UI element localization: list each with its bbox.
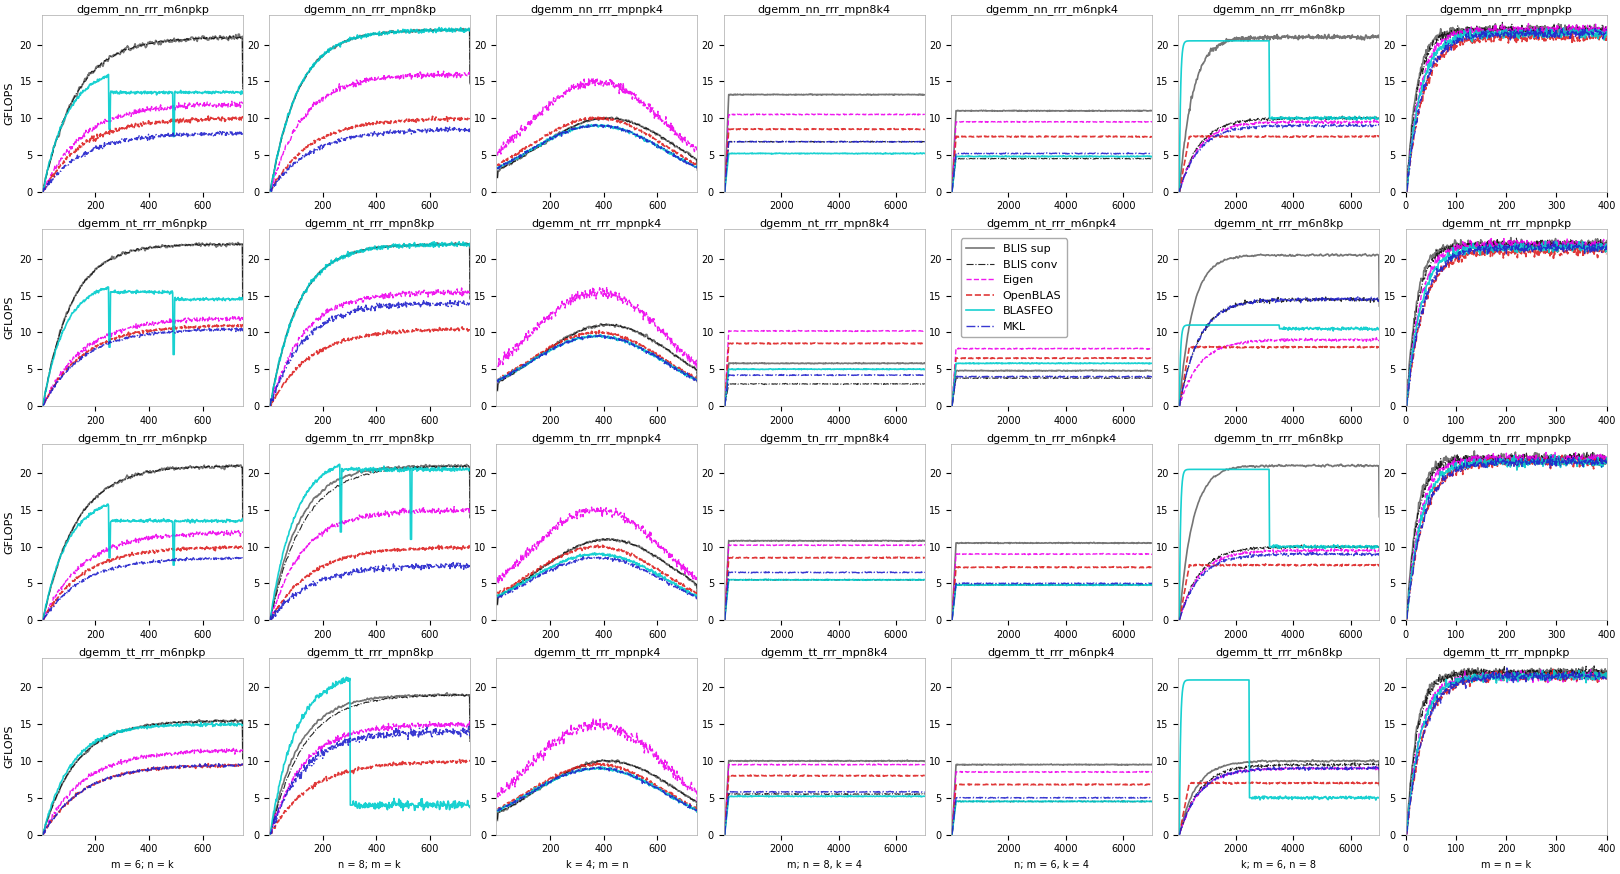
Title: dgemm_nt_rrr_mpn8k4: dgemm_nt_rrr_mpn8k4 <box>760 218 889 229</box>
Title: dgemm_tt_rrr_m6npkp: dgemm_tt_rrr_m6npkp <box>79 647 206 658</box>
Title: dgemm_nn_rrr_m6n8kp: dgemm_nn_rrr_m6n8kp <box>1212 4 1345 15</box>
Y-axis label: GFLOPS: GFLOPS <box>5 725 15 768</box>
X-axis label: k; m = 6, n = 8: k; m = 6, n = 8 <box>1241 860 1317 870</box>
X-axis label: n = 8; m = k: n = 8; m = k <box>339 860 400 870</box>
Title: dgemm_tn_rrr_mpnpkp: dgemm_tn_rrr_mpnpkp <box>1442 433 1571 444</box>
Title: dgemm_tt_rrr_m6n8kp: dgemm_tt_rrr_m6n8kp <box>1215 647 1343 658</box>
Title: dgemm_nt_rrr_mpn8kp: dgemm_nt_rrr_mpn8kp <box>305 218 434 229</box>
Y-axis label: GFLOPS: GFLOPS <box>5 296 15 339</box>
Title: dgemm_tn_rrr_mpnpk4: dgemm_tn_rrr_mpnpk4 <box>531 433 663 444</box>
Y-axis label: GFLOPS: GFLOPS <box>5 510 15 554</box>
Title: dgemm_tn_rrr_mpn8kp: dgemm_tn_rrr_mpn8kp <box>305 433 434 444</box>
X-axis label: n; m = 6, k = 4: n; m = 6, k = 4 <box>1014 860 1089 870</box>
X-axis label: m; n = 8, k = 4: m; n = 8, k = 4 <box>787 860 862 870</box>
X-axis label: k = 4; m = n: k = 4; m = n <box>565 860 629 870</box>
Title: dgemm_nt_rrr_m6npkp: dgemm_nt_rrr_m6npkp <box>78 218 207 229</box>
Title: dgemm_tt_rrr_mpn8kp: dgemm_tt_rrr_mpn8kp <box>306 647 434 658</box>
Legend: BLIS sup, BLIS conv, Eigen, OpenBLAS, BLASFEO, MKL: BLIS sup, BLIS conv, Eigen, OpenBLAS, BL… <box>961 239 1068 337</box>
Title: dgemm_nt_rrr_mpnpkp: dgemm_nt_rrr_mpnpkp <box>1442 218 1571 229</box>
Title: dgemm_tn_rrr_mpn8k4: dgemm_tn_rrr_mpn8k4 <box>760 433 889 444</box>
Title: dgemm_nn_rrr_mpn8k4: dgemm_nn_rrr_mpn8k4 <box>758 4 891 15</box>
Title: dgemm_tt_rrr_mpn8k4: dgemm_tt_rrr_mpn8k4 <box>760 647 888 658</box>
Title: dgemm_nt_rrr_mpnpk4: dgemm_nt_rrr_mpnpk4 <box>531 218 663 229</box>
Title: dgemm_nn_rrr_m6npk4: dgemm_nn_rrr_m6npk4 <box>985 4 1118 15</box>
Title: dgemm_tn_rrr_m6n8kp: dgemm_tn_rrr_m6n8kp <box>1213 433 1345 444</box>
X-axis label: m = n = k: m = n = k <box>1481 860 1531 870</box>
Title: dgemm_nt_rrr_m6npk4: dgemm_nt_rrr_m6npk4 <box>987 218 1116 229</box>
Title: dgemm_nn_rrr_mpnpk4: dgemm_nn_rrr_mpnpk4 <box>530 4 664 15</box>
Title: dgemm_tt_rrr_m6npk4: dgemm_tt_rrr_m6npk4 <box>988 647 1115 658</box>
Title: dgemm_nn_rrr_mpnpkp: dgemm_nn_rrr_mpnpkp <box>1440 4 1573 15</box>
Title: dgemm_nn_rrr_mpn8kp: dgemm_nn_rrr_mpn8kp <box>303 4 436 15</box>
Title: dgemm_tt_rrr_mpnpkp: dgemm_tt_rrr_mpnpkp <box>1442 647 1570 658</box>
Title: dgemm_nt_rrr_m6n8kp: dgemm_nt_rrr_m6n8kp <box>1213 218 1345 229</box>
Title: dgemm_tn_rrr_m6npk4: dgemm_tn_rrr_m6npk4 <box>987 433 1116 444</box>
Y-axis label: GFLOPS: GFLOPS <box>5 81 15 125</box>
X-axis label: m = 6; n = k: m = 6; n = k <box>112 860 173 870</box>
Title: dgemm_tn_rrr_m6npkp: dgemm_tn_rrr_m6npkp <box>78 433 207 444</box>
Title: dgemm_nn_rrr_m6npkp: dgemm_nn_rrr_m6npkp <box>76 4 209 15</box>
Title: dgemm_tt_rrr_mpnpk4: dgemm_tt_rrr_mpnpk4 <box>533 647 661 658</box>
